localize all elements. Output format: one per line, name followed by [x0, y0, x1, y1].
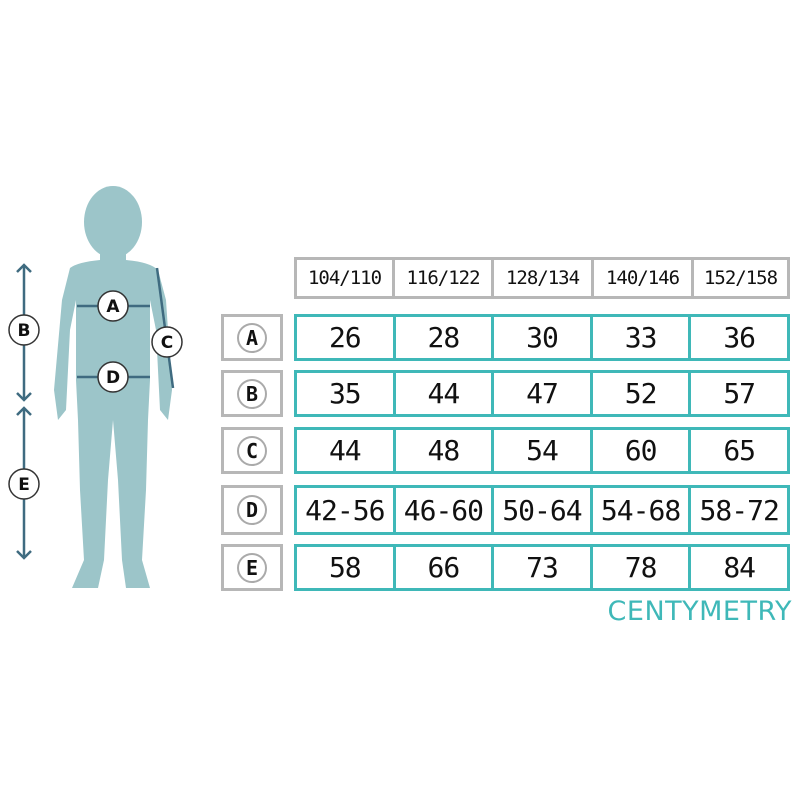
table-cell: 52: [593, 373, 692, 414]
row-label-circle: A: [237, 322, 267, 353]
table-cell: 57: [723, 377, 756, 410]
table-cell: 60: [593, 430, 692, 471]
row-label-circle: D: [237, 495, 267, 525]
table-cell: 28: [396, 317, 495, 358]
table-cell: 54: [494, 430, 593, 471]
size-header: 104/110: [294, 257, 395, 299]
row-label-circle: B: [237, 378, 267, 409]
table-row: 58 66 73 78 84: [294, 544, 790, 591]
table-cell: 58: [297, 547, 396, 588]
table-row: 44 48 54 60 65: [294, 427, 790, 474]
row-label-circle: E: [237, 552, 267, 583]
svg-text:A: A: [106, 297, 120, 317]
row-label-e: E: [221, 544, 283, 591]
marker-a: A: [97, 290, 129, 322]
row-label-c: C: [221, 427, 283, 474]
svg-text:C: C: [161, 333, 173, 353]
table-cell: 65: [723, 434, 756, 467]
table-cell: 33: [593, 317, 692, 358]
table-cell: 78: [593, 547, 692, 588]
table-cell: 47: [494, 373, 593, 414]
table-cell: 58-72: [699, 493, 780, 527]
row-label-circle: C: [237, 435, 267, 466]
table-cell: 50-64: [494, 488, 593, 532]
row-label-b: B: [221, 370, 283, 417]
row-label-d: D: [221, 485, 283, 535]
table-cell: 44: [297, 430, 396, 471]
size-header: 140/146: [591, 257, 694, 299]
table-cell: 46-60: [396, 488, 495, 532]
marker-e: E: [8, 468, 40, 500]
size-header: 152/158: [691, 257, 790, 299]
row-label-a: A: [221, 314, 283, 361]
marker-c: C: [151, 326, 183, 358]
table-cell: 36: [723, 321, 756, 354]
body-silhouette: [54, 186, 172, 588]
table-cell: 48: [396, 430, 495, 471]
marker-d: D: [97, 361, 129, 393]
table-row: 42-56 46-60 50-64 54-68 58-72: [294, 485, 790, 535]
table-row: 35 44 47 52 57: [294, 370, 790, 417]
svg-text:B: B: [18, 321, 31, 341]
table-cell: 54-68: [593, 488, 692, 532]
table-cell: 73: [494, 547, 593, 588]
table-cell: 44: [396, 373, 495, 414]
table-cell: 66: [396, 547, 495, 588]
table-cell: 30: [494, 317, 593, 358]
child-body-figure: A D C B E: [8, 186, 183, 588]
table-cell: 42-56: [297, 488, 396, 532]
size-header: 116/122: [392, 257, 494, 299]
size-header: 128/134: [491, 257, 594, 299]
marker-b: B: [8, 314, 40, 346]
table-cell: 26: [297, 317, 396, 358]
table-cell: 35: [297, 373, 396, 414]
table-cell: 84: [723, 551, 756, 584]
unit-label: CENTYMETRY: [607, 596, 792, 627]
svg-text:E: E: [18, 475, 30, 495]
svg-text:D: D: [106, 368, 120, 388]
table-row: 26 28 30 33 36: [294, 314, 790, 361]
